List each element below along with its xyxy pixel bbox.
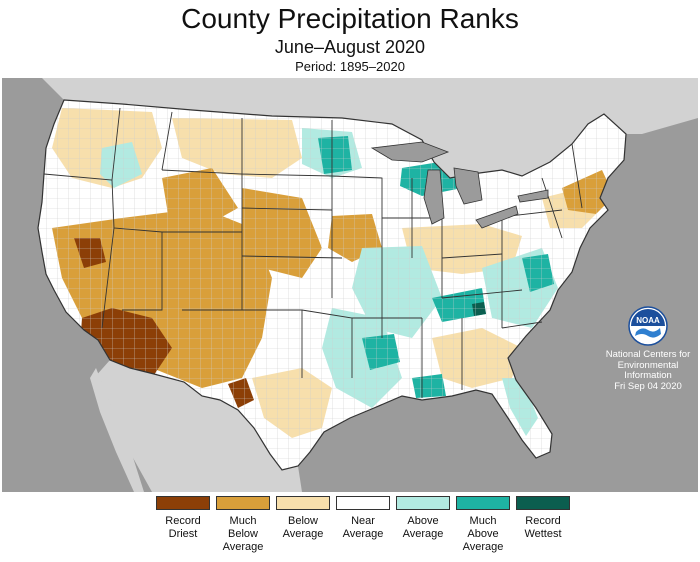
legend-item-near-average: Near Average xyxy=(328,496,398,541)
state-boundaries xyxy=(37,99,627,471)
legend-label: Near Average xyxy=(342,515,384,540)
legend-label: Much Below Average xyxy=(222,515,264,553)
credit-line-2: Environmental xyxy=(617,359,679,371)
lake-erie xyxy=(475,205,519,229)
legend-item-record-wettest: Record Wettest xyxy=(508,496,578,541)
mexico-land xyxy=(94,360,302,492)
noaa-logo-text: NOAA xyxy=(636,316,660,325)
map-period: Period: 1895–2020 xyxy=(295,59,405,74)
noaa-logo-icon: NOAA xyxy=(628,306,668,346)
legend-label: Below Average xyxy=(282,515,324,540)
legend-swatch xyxy=(156,496,210,510)
lake-huron xyxy=(453,167,483,205)
legend-swatch xyxy=(216,496,270,510)
precipitation-regions xyxy=(38,100,626,470)
legend-swatch xyxy=(336,496,390,510)
ncei-credit: NOAA National Centers for Environmental … xyxy=(598,306,698,392)
canada-land xyxy=(42,78,698,178)
map-title: County Precipitation Ranks xyxy=(181,3,519,34)
credit-line-1: National Centers for xyxy=(605,349,691,360)
lake-michigan xyxy=(423,169,445,225)
legend-item-much-above-average: Much Above Average xyxy=(448,496,518,554)
baja-peninsula xyxy=(90,368,144,492)
credit-line-3: Information xyxy=(624,370,672,381)
county-grid xyxy=(38,100,626,470)
legend-item-above-average: Above Average xyxy=(388,496,458,541)
legend-swatch xyxy=(396,496,450,510)
legend: Record Driest Much Below Average Below A… xyxy=(148,496,570,562)
legend-swatch xyxy=(276,496,330,510)
legend-label: Much Above Average xyxy=(462,515,504,553)
legend-swatch xyxy=(516,496,570,510)
legend-item-below-average: Below Average xyxy=(268,496,338,541)
title-block: County Precipitation Ranks June–August 2… xyxy=(0,0,700,76)
credit-date: Fri Sep 04 2020 xyxy=(614,380,682,392)
legend-label: Above Average xyxy=(402,515,444,540)
legend-label: Record Driest xyxy=(165,515,201,540)
map-subtitle: June–August 2020 xyxy=(274,37,426,57)
precipitation-map xyxy=(2,78,698,492)
great-lakes xyxy=(370,141,549,229)
lake-ontario xyxy=(517,189,549,203)
legend-item-record-driest: Record Driest xyxy=(148,496,218,541)
lake-superior xyxy=(370,141,450,163)
map-svg xyxy=(37,78,698,492)
legend-label: Record Wettest xyxy=(524,515,562,540)
legend-swatch xyxy=(456,496,510,510)
legend-item-much-below-average: Much Below Average xyxy=(208,496,278,554)
